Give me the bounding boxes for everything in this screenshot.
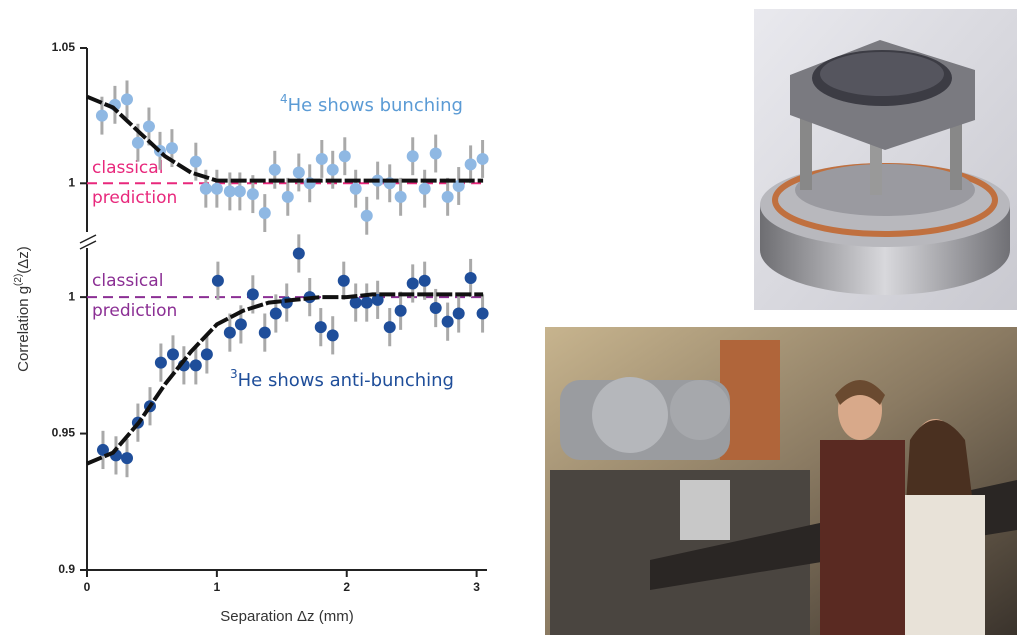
data-point	[429, 147, 442, 160]
data-point	[371, 293, 384, 306]
data-point	[429, 302, 442, 315]
data-point	[233, 185, 246, 198]
data-point	[326, 163, 339, 176]
data-point	[476, 152, 489, 165]
data-point	[234, 318, 247, 331]
x-tick-label: 0	[84, 580, 91, 594]
data-point	[441, 315, 454, 328]
annotation-text: He shows anti-bunching	[238, 370, 454, 391]
data-point	[292, 166, 305, 179]
data-point	[394, 190, 407, 203]
data-point	[292, 247, 305, 260]
photo-detector	[754, 9, 1017, 310]
y-tick-label: 0.9	[58, 562, 75, 576]
data-point	[464, 272, 477, 285]
data-point	[131, 136, 144, 149]
fit-curve	[86, 94, 484, 183]
data-point	[258, 326, 271, 339]
data-point	[418, 182, 431, 195]
data-point	[189, 359, 202, 372]
y-label-sup: (2)	[13, 274, 24, 286]
annotation: 3He shows anti-bunching	[230, 367, 454, 392]
data-point	[406, 277, 419, 290]
data-point	[268, 163, 281, 176]
y-label-main: Correlation g	[15, 286, 32, 372]
photo-lab	[545, 327, 1017, 635]
annotation-sup: 4	[280, 92, 288, 106]
data-point	[315, 152, 328, 165]
data-point	[223, 185, 236, 198]
data-point	[360, 296, 373, 309]
x-tick-label: 2	[343, 580, 350, 594]
plot: Separation Δz (mm) Correlation g(2)(Δz) …	[13, 40, 489, 625]
data-point	[258, 207, 271, 220]
x-axis-label: Separation Δz (mm)	[220, 608, 353, 625]
data-point	[189, 155, 202, 168]
data-point	[95, 109, 108, 122]
data-point	[223, 326, 236, 339]
data-point	[418, 274, 431, 287]
data-point	[210, 182, 223, 195]
data-point	[211, 274, 224, 287]
data-point	[165, 142, 178, 155]
y-label-rest: (Δz)	[15, 246, 32, 274]
y-axis-label: Correlation g(2)(Δz)	[13, 246, 32, 372]
data-point	[199, 182, 212, 195]
data-point	[121, 93, 133, 106]
data-point	[142, 120, 155, 133]
y-tick-label: 1	[68, 289, 75, 303]
y-tick-label: 1.05	[52, 40, 76, 54]
x-tick-label: 3	[473, 580, 480, 594]
reference-label: prediction	[92, 188, 177, 208]
x-tick-label: 1	[214, 580, 221, 594]
data-point	[441, 190, 454, 203]
y-tick-label: 0.95	[52, 426, 76, 440]
fit-curve	[86, 292, 484, 466]
axis-break	[79, 234, 97, 244]
data-point	[464, 158, 477, 171]
data-point	[383, 321, 396, 334]
data-point	[96, 443, 109, 456]
data-point	[154, 356, 167, 369]
data-point	[281, 190, 294, 203]
y-tick-label: 1	[68, 175, 75, 189]
data-point	[338, 150, 351, 163]
data-point	[269, 307, 282, 320]
data-point	[337, 274, 350, 287]
data-point	[314, 321, 327, 334]
data-point	[166, 348, 179, 361]
data-point	[121, 452, 133, 465]
reference-label: prediction	[92, 301, 177, 321]
annotation-sup: 3	[230, 367, 238, 381]
data-point	[326, 329, 339, 342]
data-point	[360, 209, 373, 222]
data-point	[349, 182, 362, 195]
data-point	[406, 150, 419, 163]
data-point	[394, 304, 407, 317]
annotation-text: He shows bunching	[288, 95, 463, 116]
axis-break	[79, 240, 97, 250]
data-point	[200, 348, 213, 361]
data-point	[246, 288, 259, 301]
data-point	[452, 180, 465, 192]
data-point	[349, 296, 362, 309]
reference-label: classical	[92, 271, 163, 291]
data-point	[476, 307, 489, 320]
data-point	[452, 307, 465, 320]
annotation: 4He shows bunching	[280, 92, 463, 117]
reference-label: classical	[92, 158, 163, 178]
data-point	[246, 188, 259, 201]
